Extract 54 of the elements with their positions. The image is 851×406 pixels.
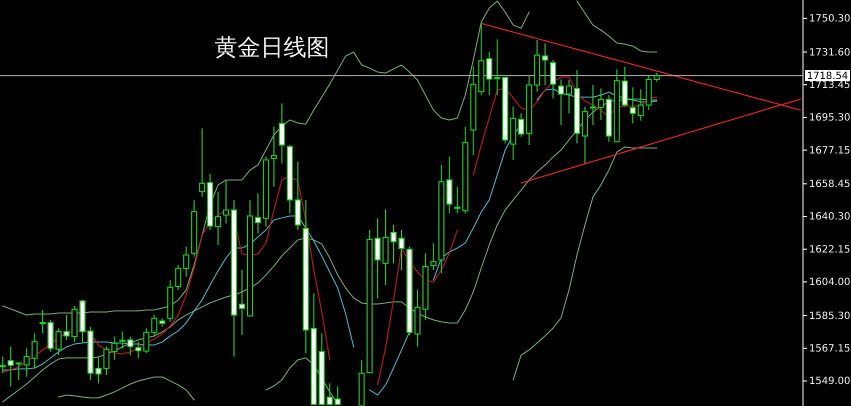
candlestick: [254, 192, 261, 234]
candlestick: [56, 328, 62, 356]
y-tick-label: 1604.00: [809, 277, 850, 288]
candlestick: [223, 179, 230, 224]
candlestick: [199, 128, 206, 198]
candlestick: [215, 191, 222, 246]
candlestick: [550, 59, 556, 99]
candlestick: [95, 356, 102, 384]
candlestick: [119, 331, 126, 349]
candlestick: [598, 88, 604, 120]
candlestick: [278, 102, 285, 164]
y-tick-label: 1731.60: [809, 47, 850, 58]
candlestick: [143, 328, 150, 354]
candlestick: [183, 246, 190, 278]
ref-line-label: 1718.54: [806, 71, 848, 82]
y-tick-label: 1695.30: [809, 112, 850, 124]
candlestick: [590, 84, 596, 126]
candlestick: [542, 42, 548, 86]
candlestick: [24, 348, 30, 378]
candlestick: [622, 66, 628, 108]
candlestick: [127, 336, 134, 356]
candlestick: [558, 78, 564, 126]
candlestick: [398, 230, 404, 271]
candlestick: [454, 186, 460, 214]
candlestick: [16, 362, 22, 380]
candlestick: [103, 346, 110, 376]
candlestick: [135, 341, 142, 359]
y-tick-label: 1549.00: [809, 376, 850, 388]
candlestick: [64, 314, 70, 340]
candlestick: [566, 79, 572, 114]
candlestick: [40, 309, 46, 334]
candlestick: [32, 332, 38, 369]
candlestick: [494, 38, 500, 96]
candlestick: [111, 336, 118, 360]
candlestick: [430, 242, 436, 271]
y-tick-label: 1567.15: [809, 343, 850, 354]
candlestick: [374, 218, 381, 299]
candlestick: [8, 346, 14, 388]
y-tick-label: 1750.30: [809, 14, 850, 25]
y-tick-label: 1622.15: [809, 244, 850, 256]
candlestick: [390, 224, 397, 264]
y-tick-label: 1677.15: [809, 145, 850, 156]
candlestick: [175, 264, 182, 290]
candlestick: [238, 270, 245, 336]
candlestick: [270, 126, 277, 188]
candlestick: [0, 356, 6, 374]
y-tick-label: 1658.45: [809, 179, 850, 190]
y-tick-label: 1713.45: [809, 80, 850, 91]
text: 黄金日线图: [214, 35, 330, 61]
y-tick-label: 1585.30: [809, 310, 850, 322]
candlestick: [654, 72, 660, 82]
y-tick-label: 1640.30: [809, 212, 850, 223]
candlestick: [630, 86, 636, 124]
candlestick: [518, 112, 524, 138]
